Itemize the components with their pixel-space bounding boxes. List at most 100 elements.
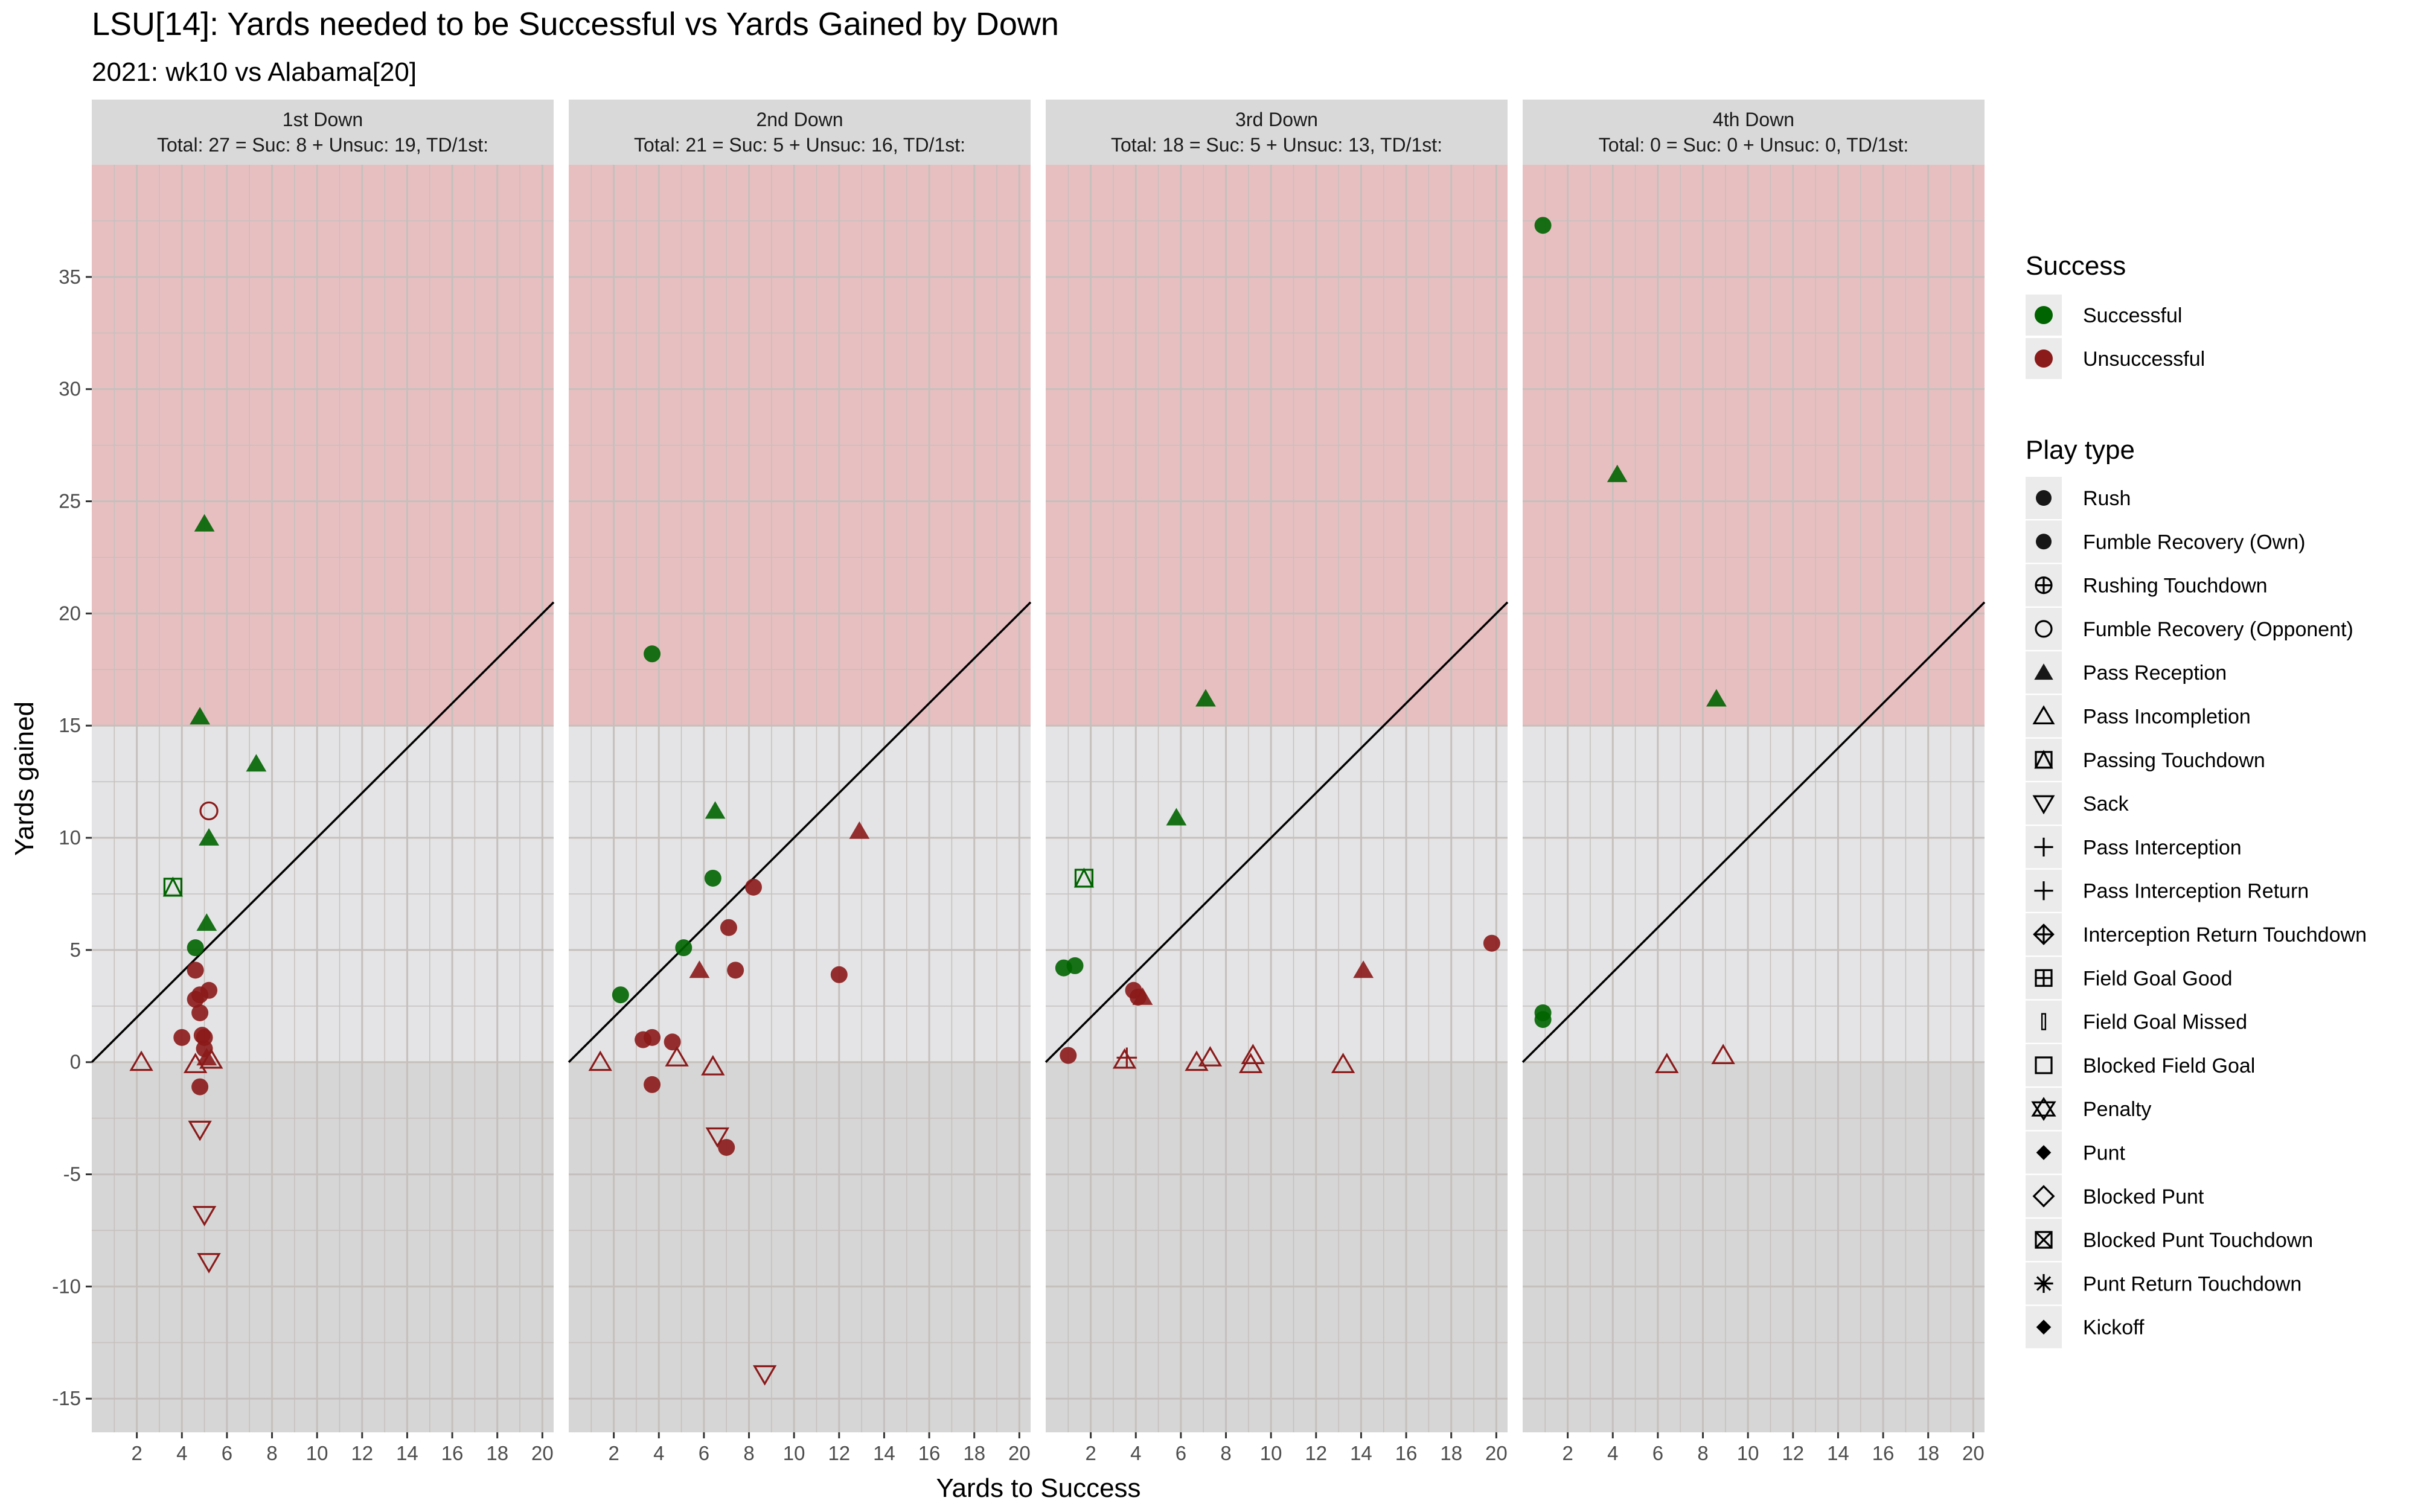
legend-playtype-shape (2036, 490, 2052, 506)
legend-playtype-label: Fumble Recovery (Own) (2083, 531, 2305, 553)
data-point (191, 1078, 209, 1096)
facet-summary: Total: 21 = Suc: 5 + Unsuc: 16, TD/1st: (634, 134, 965, 156)
legend-key-bg (2026, 1175, 2062, 1217)
data-point (162, 876, 183, 897)
x-tick-label: 20 (1008, 1442, 1031, 1464)
y-tick-label: 15 (59, 714, 81, 736)
legend-playtype-shape (2031, 1097, 2056, 1121)
data-point (1066, 957, 1084, 974)
grid (92, 165, 554, 1432)
x-tick-label: 20 (1485, 1442, 1508, 1464)
data-point (644, 1076, 661, 1093)
data-point (1241, 1044, 1265, 1065)
x-tick-label: 4 (1130, 1442, 1141, 1464)
legend-playtype-shape (2035, 620, 2053, 638)
x-tick-label: 12 (351, 1442, 373, 1464)
data-point (727, 962, 744, 979)
legend-playtype-label: Blocked Field Goal (2083, 1054, 2255, 1077)
data-point (1073, 867, 1095, 888)
reference-line (1044, 601, 1509, 1063)
x-tick-label: 20 (531, 1442, 554, 1464)
facet-strip (1046, 100, 1508, 165)
x-tick-label: 18 (1440, 1442, 1462, 1464)
legend-playtype-label: Rushing Touchdown (2083, 575, 2268, 598)
x-tick-label: 4 (1607, 1442, 1618, 1464)
data-point (720, 919, 737, 936)
x-tick-label: 14 (1350, 1442, 1372, 1464)
data-point (689, 960, 710, 978)
y-tick-label: 5 (70, 939, 81, 961)
y-tick-label: 30 (59, 378, 81, 400)
x-tick-label: 6 (699, 1442, 709, 1464)
x-tick-label: 8 (1697, 1442, 1708, 1464)
legend-playtype-title: Play type (2026, 435, 2135, 465)
x-tick-label: 4 (653, 1442, 664, 1464)
x-tick-label: 20 (1962, 1442, 1985, 1464)
data-point (704, 869, 721, 887)
x-tick-label: 18 (963, 1442, 985, 1464)
data-point (752, 1365, 777, 1386)
legend-playtype-shape (2041, 1013, 2047, 1030)
data-point (188, 1120, 212, 1141)
data-point (1198, 1046, 1223, 1067)
data-point (644, 1029, 661, 1046)
data-point (199, 1048, 223, 1069)
background-band (1046, 1062, 1508, 1432)
reference-line (568, 601, 1032, 1063)
data-point (173, 1029, 191, 1046)
data-point (701, 1054, 725, 1076)
data-point (1534, 1011, 1552, 1029)
x-tick-label: 14 (1827, 1442, 1849, 1464)
y-tick-label: 10 (59, 826, 81, 849)
data-point (1116, 1047, 1137, 1068)
x-tick-label: 2 (1562, 1442, 1573, 1464)
data-point (187, 939, 204, 957)
legend-key-bg (2026, 695, 2062, 738)
facet-strip (1523, 100, 1985, 165)
x-tick-label: 14 (396, 1442, 418, 1464)
x-tick-label: 10 (1260, 1442, 1282, 1464)
facet-panel-2: 2nd Down Total: 21 = Suc: 5 + Unsuc: 16, … (568, 100, 1032, 1464)
legend-key-bg (2026, 1044, 2062, 1086)
x-tick-label: 10 (306, 1442, 328, 1464)
data-point (1195, 689, 1216, 707)
legend-playtype-shape (2032, 705, 2055, 725)
legend-playtype-label: Blocked Punt Touchdown (2083, 1229, 2313, 1252)
legend-key-bg (2026, 738, 2062, 781)
facet-panel-4: 4th Down Total: 0 = Suc: 0 + Unsuc: 0, TD… (1521, 100, 1986, 1464)
data-point (192, 1205, 217, 1227)
legend-playtype-shape (2033, 923, 2055, 945)
facet-summary: Total: 0 = Suc: 0 + Unsuc: 0, TD/1st: (1599, 134, 1908, 156)
data-point (1112, 1048, 1137, 1069)
x-tick-label: 16 (918, 1442, 941, 1464)
legend-playtype-label: Passing Touchdown (2083, 749, 2265, 772)
data-point (1655, 1053, 1679, 1073)
legend-playtype-shape (2032, 795, 2055, 815)
data-point (197, 1253, 221, 1274)
data-point (588, 1050, 612, 1071)
x-tick-label: 6 (1652, 1442, 1663, 1464)
data-points (1055, 689, 1500, 1073)
facet-panel-3: 3rd Down Total: 18 = Suc: 5 + Unsuc: 13, … (1044, 100, 1509, 1464)
legend-playtype-shape (2034, 837, 2053, 856)
x-axis-title: Yards to Success (936, 1473, 1140, 1503)
legend-playtype-label: Pass Incompletion (2083, 706, 2251, 729)
y-tick-label: 35 (59, 266, 81, 288)
y-tick-label: 20 (59, 602, 81, 624)
legend-success-label: Unsuccessful (2083, 348, 2205, 371)
data-point (246, 754, 267, 772)
legend-key-bg (2026, 782, 2062, 825)
x-tick-label: 10 (783, 1442, 805, 1464)
data-point (187, 962, 204, 979)
data-points (1534, 217, 1735, 1073)
facet-title: 1st Down (283, 109, 363, 130)
legend-playtype-shape (2036, 1145, 2052, 1160)
legend-success-swatch (2035, 349, 2053, 368)
background-band (569, 1062, 1031, 1432)
data-point (1706, 689, 1727, 707)
legend-playtype-label: Pass Interception Return (2083, 880, 2309, 903)
data-point (200, 981, 218, 999)
data-point (1711, 1044, 1735, 1065)
